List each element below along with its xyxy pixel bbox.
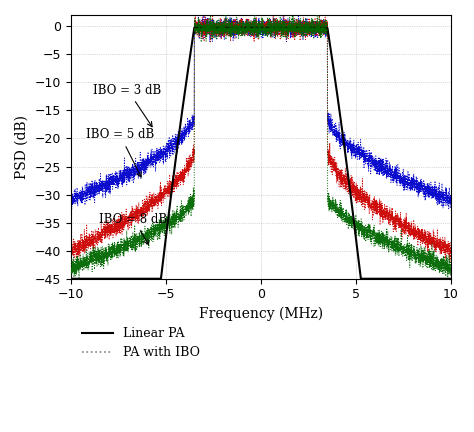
Text: IBO = 8 dB: IBO = 8 dB [99,213,167,245]
Text: IBO = 5 dB: IBO = 5 dB [86,128,154,177]
Y-axis label: PSD (dB): PSD (dB) [15,115,29,179]
Text: IBO = 3 dB: IBO = 3 dB [93,83,162,127]
Legend: Linear PA, PA with IBO: Linear PA, PA with IBO [77,322,205,364]
X-axis label: Frequency (MHz): Frequency (MHz) [199,307,323,321]
